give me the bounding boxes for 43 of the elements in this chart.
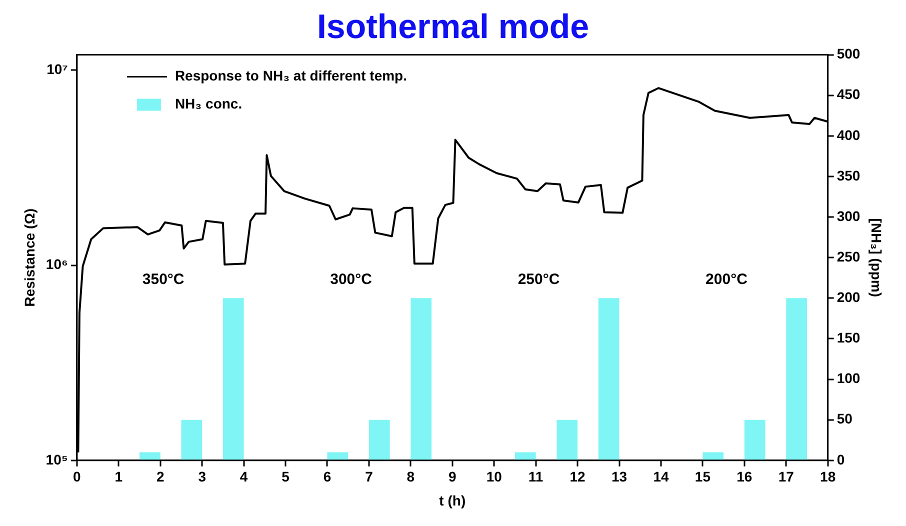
x-tick-label: 7 — [365, 468, 374, 485]
x-tick-label: 13 — [611, 468, 628, 485]
x-tick-label: 18 — [820, 468, 836, 485]
y2-tick-label: 0 — [836, 451, 845, 468]
x-tick-label: 0 — [73, 468, 82, 485]
x-tick-label: 2 — [156, 468, 164, 485]
x-tick-label: 14 — [653, 468, 669, 485]
y2-tick-label: 400 — [836, 126, 860, 143]
y2-tick-label: 500 — [836, 46, 860, 62]
y2-tick-label: 450 — [836, 86, 860, 102]
x-tick-label: 1 — [114, 468, 123, 485]
x-tick-label: 12 — [570, 468, 586, 485]
annotation: 200°C — [706, 271, 748, 288]
x-tick-label: 4 — [240, 468, 248, 485]
y2-tick-label: 50 — [836, 410, 853, 427]
chart-title: Isothermal mode — [316, 8, 590, 46]
x-tick-label: 17 — [778, 468, 794, 485]
legend-label: Response to NH₃ at different temp. — [174, 68, 408, 84]
annotation: 250°C — [518, 271, 560, 288]
x-tick-label: 6 — [323, 468, 332, 485]
y-tick-label: 10⁶ — [46, 256, 68, 272]
y2-tick-label: 350 — [836, 167, 860, 184]
y2-tick-label: 100 — [836, 370, 860, 386]
y-tick-label: 10⁷ — [46, 61, 68, 78]
x-axis-title: t (h) — [439, 492, 466, 508]
annotation: 300°C — [330, 271, 372, 288]
x-tick-label: 11 — [528, 468, 544, 485]
x-tick-label: 8 — [406, 468, 415, 485]
x-tick-label: 5 — [282, 468, 290, 485]
x-tick-label: 3 — [198, 468, 206, 485]
y2-tick-label: 200 — [836, 289, 860, 306]
y2-tick-label: 250 — [836, 248, 860, 264]
x-tick-label: 10 — [486, 468, 502, 485]
legend-label: NH₃ conc. — [174, 96, 242, 112]
y2-tick-label: 300 — [836, 208, 860, 224]
annotation: 350°C — [142, 271, 184, 288]
x-tick-label: 15 — [694, 468, 711, 485]
y-axis-title: Resistance (Ω) — [21, 208, 38, 307]
y-tick-label: 10⁵ — [46, 451, 68, 468]
y2-axis-title: [NH₃] (ppm) — [868, 218, 885, 297]
y2-tick-label: 150 — [836, 330, 860, 346]
x-tick-label: 16 — [736, 468, 752, 485]
x-tick-label: 9 — [448, 468, 456, 485]
